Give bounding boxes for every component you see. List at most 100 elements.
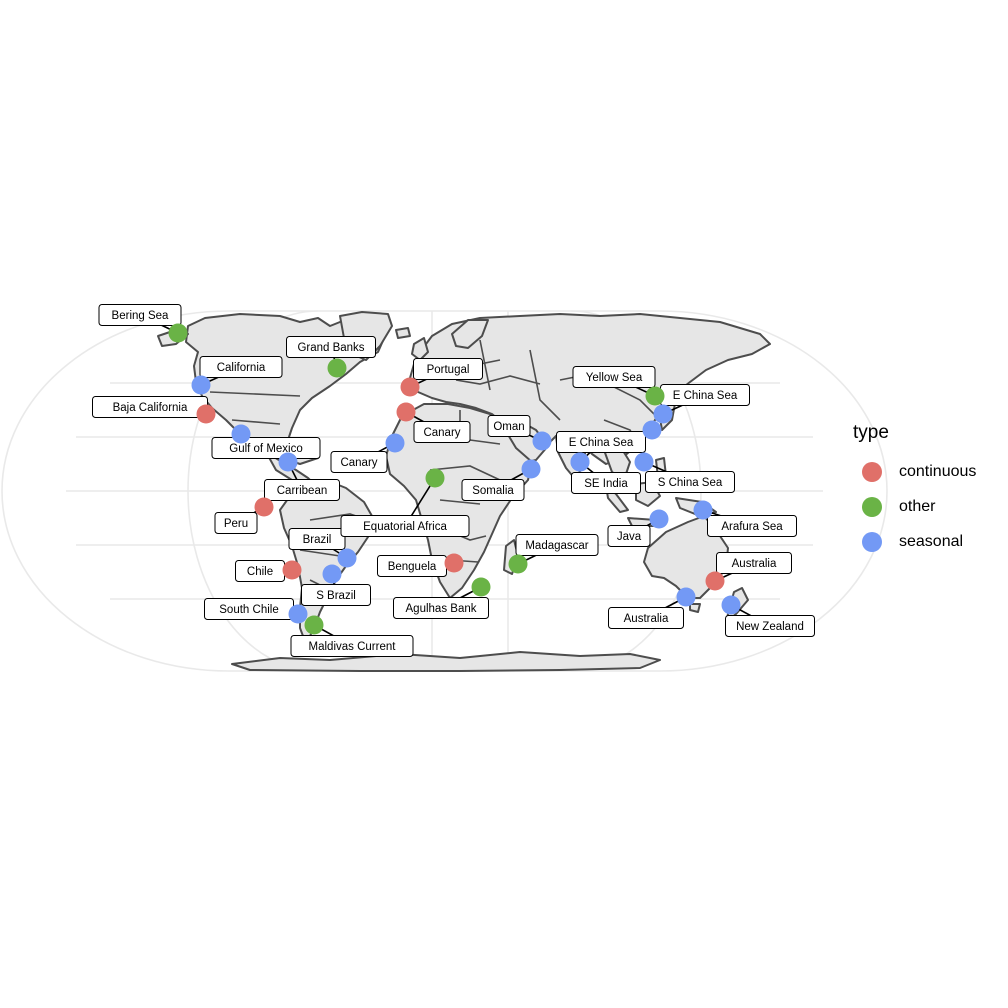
site-label-australia-east: Australia <box>716 552 792 574</box>
site-label-canary-north: Canary <box>413 421 471 443</box>
label-text: Carribean <box>277 485 328 497</box>
site-point-se-india <box>570 452 590 472</box>
label-box <box>199 356 283 378</box>
label-box <box>572 366 656 388</box>
site-label-new-zealand: New Zealand <box>725 615 815 637</box>
site-point-yellow-sea <box>645 386 665 406</box>
site-label-se-india: SE India <box>571 472 641 494</box>
antarctica <box>231 651 661 672</box>
site-label-canary-south: Canary <box>330 451 388 473</box>
site-label-california: California <box>199 356 283 378</box>
site-point-new-zealand <box>721 595 741 615</box>
label-text: Portugal <box>427 364 470 376</box>
site-point-e-china-sea-south <box>642 420 662 440</box>
site-label-madagascar: Madagascar <box>515 534 599 556</box>
label-text: Arafura Sea <box>721 521 783 533</box>
legend-label-continuous: continuous <box>899 462 977 480</box>
site-label-peru: Peru <box>214 512 258 534</box>
site-label-s-brazil: S Brazil <box>301 584 371 606</box>
label-text: Canary <box>423 427 460 439</box>
label-box <box>515 534 599 556</box>
label-text: Grand Banks <box>297 342 364 354</box>
site-point-equatorial-africa <box>425 468 445 488</box>
label-text: Yellow Sea <box>586 372 643 384</box>
site-label-yellow-sea: Yellow Sea <box>572 366 656 388</box>
label-text: E China Sea <box>569 437 634 449</box>
site-point-canary-north <box>396 402 416 422</box>
label-box <box>264 479 340 501</box>
legend-swatch-continuous <box>862 461 882 482</box>
site-label-chile: Chile <box>235 560 285 582</box>
site-point-maldivas-current <box>304 615 324 635</box>
site-point-benguela <box>444 553 464 573</box>
site-label-agulhas-bank: Agulhas Bank <box>393 597 489 619</box>
site-label-benguela: Benguela <box>377 555 447 577</box>
label-text: S Brazil <box>316 590 356 602</box>
legend-title: type <box>853 422 889 443</box>
label-box <box>716 552 792 574</box>
label-box <box>607 525 651 547</box>
label-text: Madagascar <box>525 540 588 552</box>
label-text: Canary <box>340 457 377 469</box>
label-box <box>393 597 489 619</box>
site-point-bering-sea <box>168 323 188 343</box>
legend: type continuous other seasonal <box>853 422 976 559</box>
site-point-arafura-sea <box>693 500 713 520</box>
scandinavia <box>451 319 489 349</box>
legend-item-other: other <box>853 489 976 524</box>
label-text: Oman <box>493 421 524 433</box>
label-box <box>214 512 258 534</box>
legend-item-continuous: continuous <box>853 454 976 489</box>
site-point-australia-east <box>705 571 725 591</box>
site-point-portugal <box>400 377 420 397</box>
site-point-madagascar <box>508 554 528 574</box>
british-isles <box>411 337 429 361</box>
label-text: Baja California <box>113 402 188 414</box>
site-point-s-brazil <box>322 564 342 584</box>
label-box <box>461 479 525 501</box>
label-text: South Chile <box>219 604 278 616</box>
site-label-baja-california: Baja California <box>92 396 208 418</box>
site-label-oman: Oman <box>487 415 531 437</box>
label-text: Gulf of Mexico <box>229 443 303 455</box>
label-text: Bering Sea <box>112 310 170 322</box>
label-text: SE India <box>584 478 628 490</box>
label-text: California <box>217 362 266 374</box>
label-box <box>571 472 641 494</box>
site-point-gulf-of-mexico <box>231 424 251 444</box>
site-points <box>168 323 741 635</box>
site-point-somalia <box>521 459 541 479</box>
site-point-java <box>649 509 669 529</box>
site-label-s-china-sea: S China Sea <box>645 471 735 493</box>
site-label-e-china-sea-west: E China Sea <box>556 431 646 453</box>
site-label-arafura-sea: Arafura Sea <box>707 515 797 537</box>
label-box <box>413 421 471 443</box>
site-label-java: Java <box>607 525 651 547</box>
legend-swatch-other <box>862 496 882 517</box>
iceland <box>395 327 411 339</box>
label-text: Chile <box>247 566 273 578</box>
site-point-south-chile <box>288 604 308 624</box>
site-point-baja-california <box>196 404 216 424</box>
label-text: Benguela <box>388 561 437 573</box>
tasmania <box>689 603 701 613</box>
site-point-agulhas-bank <box>471 577 491 597</box>
site-point-chile <box>282 560 302 580</box>
legend-label-other: other <box>899 497 936 515</box>
label-box <box>290 635 414 657</box>
site-point-australia-south <box>676 587 696 607</box>
legend-swatch-seasonal <box>862 531 882 552</box>
label-text: Java <box>617 531 642 543</box>
label-box <box>707 515 797 537</box>
label-box <box>608 607 684 629</box>
legend-item-seasonal: seasonal <box>853 524 976 559</box>
site-point-california <box>191 375 211 395</box>
site-point-canary-south <box>385 433 405 453</box>
site-label-e-china-sea-north: E China Sea <box>660 384 750 406</box>
label-text: Australia <box>624 613 669 625</box>
label-text: Somalia <box>472 485 514 497</box>
label-text: Peru <box>224 518 248 530</box>
label-text: Brazil <box>303 534 332 546</box>
label-box <box>98 304 182 326</box>
